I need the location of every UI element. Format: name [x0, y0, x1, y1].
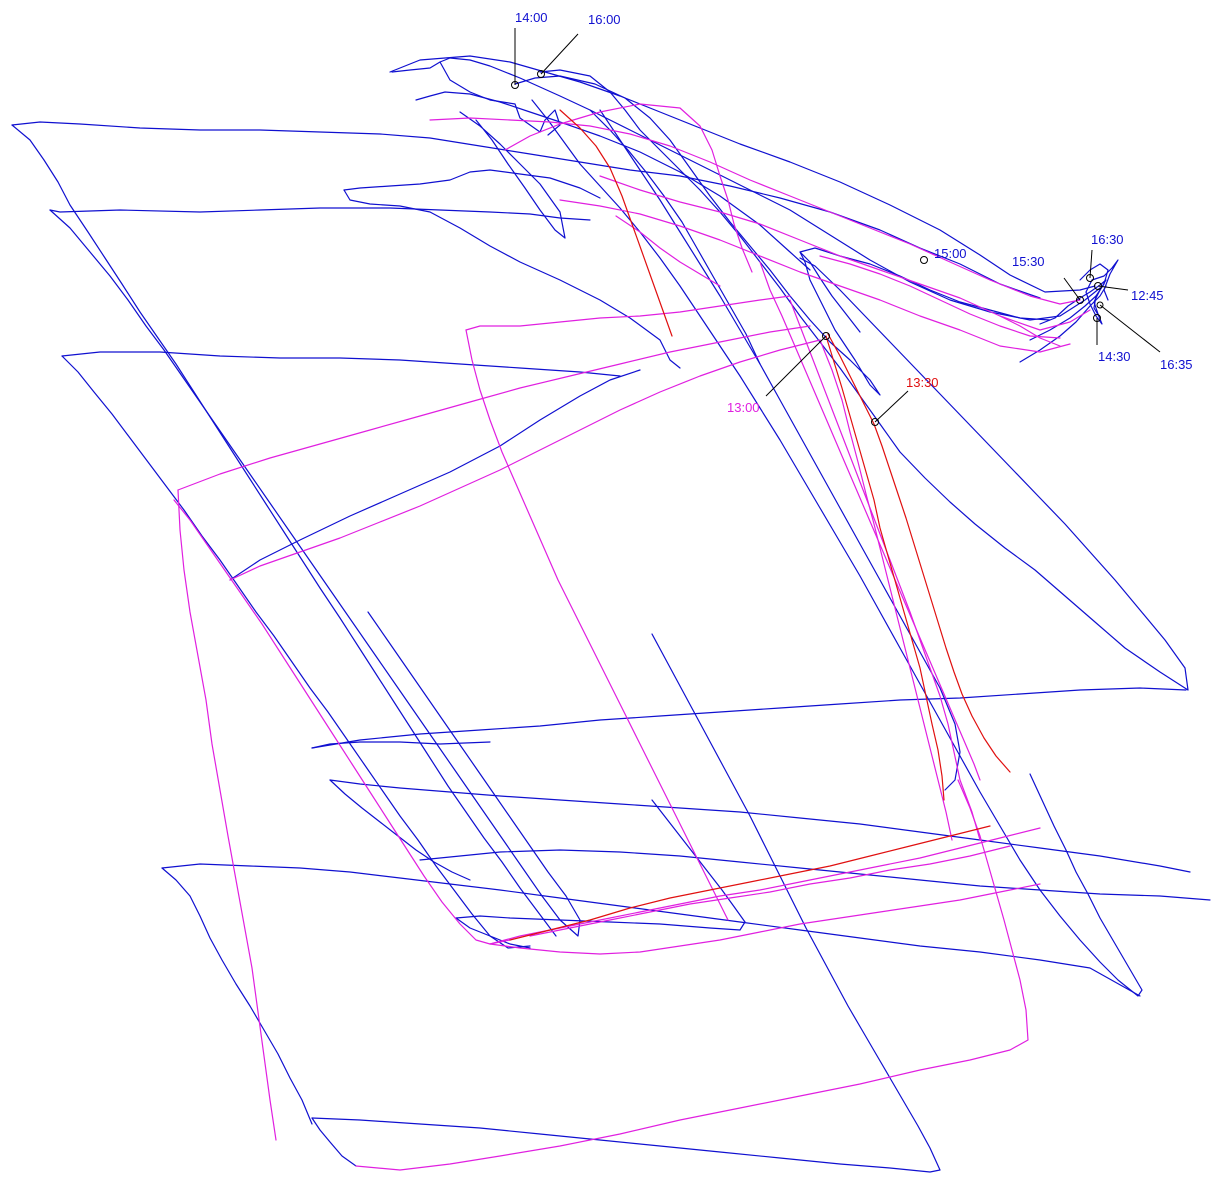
marker-1300	[765, 332, 830, 397]
marker-1500	[920, 256, 928, 264]
marker-1630	[1086, 249, 1094, 282]
blue-track	[11, 55, 1211, 1173]
label-1630: 16:30	[1091, 232, 1124, 247]
label-1500: 15:00	[934, 246, 967, 261]
marker-1530	[1063, 277, 1084, 304]
marker-1635	[1096, 301, 1161, 353]
label-1300: 13:00	[727, 400, 760, 415]
marker-1600	[537, 33, 579, 78]
time-labels: 14:00 16:00 15:00 16:30 15:30 12:45 14:3…	[515, 10, 1193, 415]
label-1600: 16:00	[588, 12, 621, 27]
marker-1330	[871, 390, 909, 426]
label-1245: 12:45	[1131, 288, 1164, 303]
marker-1245	[1094, 282, 1129, 291]
label-1530: 15:30	[1012, 254, 1045, 269]
magenta-track	[173, 103, 1091, 1171]
label-1400: 14:00	[515, 10, 548, 25]
label-1330: 13:30	[906, 375, 939, 390]
marker-1400	[511, 28, 519, 89]
marker-1430	[1093, 314, 1101, 345]
label-1635: 16:35	[1160, 357, 1193, 372]
time-markers	[511, 28, 1161, 426]
label-1430: 14:30	[1098, 349, 1131, 364]
red-track	[509, 109, 1011, 941]
